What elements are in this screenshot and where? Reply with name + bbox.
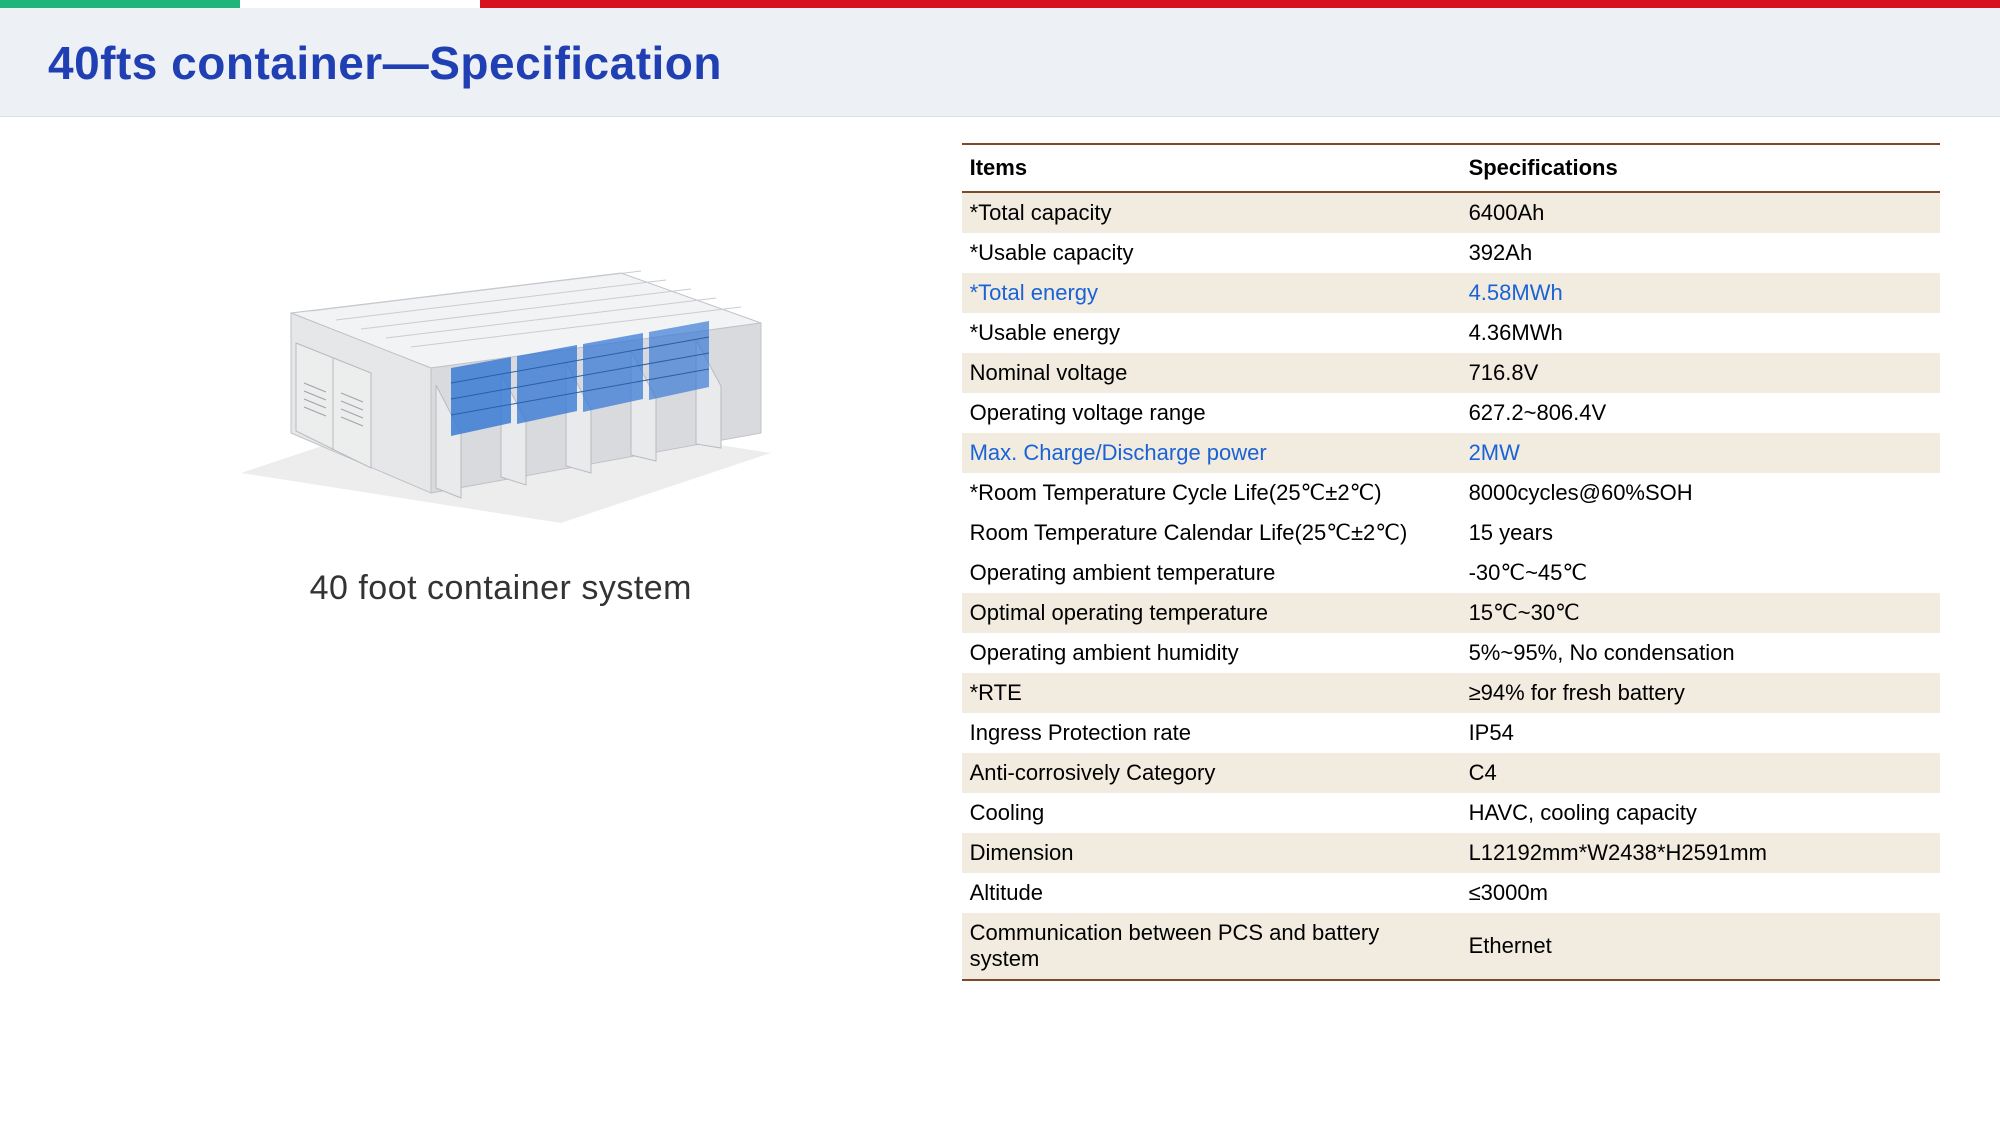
header-band: 40fts container—Specification [0, 8, 2000, 117]
cell-spec: 4.36MWh [1461, 313, 1940, 353]
cell-spec: 15℃~30℃ [1461, 593, 1940, 633]
table-row: *Total energy4.58MWh [962, 273, 1940, 313]
table-row: Nominal voltage716.8V [962, 353, 1940, 393]
table-row: *Room Temperature Cycle Life(25℃±2℃)8000… [962, 473, 1940, 513]
cell-item: Cooling [962, 793, 1461, 833]
table-row: Altitude≤3000m [962, 873, 1940, 913]
cell-spec: Ethernet [1461, 913, 1940, 980]
left-column: 40 foot container system [40, 143, 962, 981]
cell-item: *Room Temperature Cycle Life(25℃±2℃) [962, 473, 1461, 513]
table-header-row: Items Specifications [962, 144, 1940, 192]
cell-spec: 8000cycles@60%SOH [1461, 473, 1940, 513]
cell-spec: L12192mm*W2438*H2591mm [1461, 833, 1940, 873]
col-specs: Specifications [1461, 144, 1940, 192]
cell-item: Operating voltage range [962, 393, 1461, 433]
page-title: 40fts container—Specification [48, 36, 1952, 90]
cell-item: Room Temperature Calendar Life(25℃±2℃) [962, 513, 1461, 553]
stripe-seg-0 [0, 0, 240, 8]
cell-spec: ≤3000m [1461, 873, 1940, 913]
container-svg [201, 233, 801, 533]
cell-spec: 392Ah [1461, 233, 1940, 273]
cell-item: Communication between PCS and battery sy… [962, 913, 1461, 980]
cell-item: Anti-corrosively Category [962, 753, 1461, 793]
stripe-seg-1 [240, 0, 480, 8]
cell-spec: 716.8V [1461, 353, 1940, 393]
cell-item: Ingress Protection rate [962, 713, 1461, 753]
image-caption: 40 foot container system [310, 569, 692, 608]
table-row: Operating ambient temperature-30℃~45℃ [962, 553, 1940, 593]
table-row: DimensionL12192mm*W2438*H2591mm [962, 833, 1940, 873]
table-row: CoolingHAVC, cooling capacity [962, 793, 1940, 833]
table-row: Ingress Protection rateIP54 [962, 713, 1940, 753]
cell-item: Operating ambient temperature [962, 553, 1461, 593]
cell-spec: 5%~95%, No condensation [1461, 633, 1940, 673]
cell-item: Nominal voltage [962, 353, 1461, 393]
cell-spec: 2MW [1461, 433, 1940, 473]
table-row: Communication between PCS and battery sy… [962, 913, 1940, 980]
container-illustration [201, 233, 801, 533]
table-row: Max. Charge/Discharge power2MW [962, 433, 1940, 473]
table-row: *Usable capacity392Ah [962, 233, 1940, 273]
cell-item: *Total energy [962, 273, 1461, 313]
cell-item: Optimal operating temperature [962, 593, 1461, 633]
right-column: Items Specifications *Total capacity6400… [962, 143, 1960, 981]
table-row: *Usable energy4.36MWh [962, 313, 1940, 353]
cell-spec: -30℃~45℃ [1461, 553, 1940, 593]
cell-item: Operating ambient humidity [962, 633, 1461, 673]
table-row: Room Temperature Calendar Life(25℃±2℃)15… [962, 513, 1940, 553]
cell-spec: HAVC, cooling capacity [1461, 793, 1940, 833]
cell-spec: C4 [1461, 753, 1940, 793]
table-row: *RTE≥94% for fresh battery [962, 673, 1940, 713]
table-row: Optimal operating temperature15℃~30℃ [962, 593, 1940, 633]
table-row: Operating voltage range627.2~806.4V [962, 393, 1940, 433]
cell-item: *Total capacity [962, 192, 1461, 233]
cell-spec: 627.2~806.4V [1461, 393, 1940, 433]
spec-table: Items Specifications *Total capacity6400… [962, 143, 1940, 981]
cell-spec: IP54 [1461, 713, 1940, 753]
cell-item: Dimension [962, 833, 1461, 873]
table-row: Operating ambient humidity5%~95%, No con… [962, 633, 1940, 673]
cell-spec: ≥94% for fresh battery [1461, 673, 1940, 713]
content-row: 40 foot container system Items Specifica… [0, 117, 2000, 1021]
cell-item: Max. Charge/Discharge power [962, 433, 1461, 473]
col-items: Items [962, 144, 1461, 192]
cell-spec: 6400Ah [1461, 192, 1940, 233]
cell-item: *Usable capacity [962, 233, 1461, 273]
top-stripe [0, 0, 2000, 8]
table-row: *Total capacity6400Ah [962, 192, 1940, 233]
stripe-seg-2 [480, 0, 2000, 8]
cell-item: Altitude [962, 873, 1461, 913]
cell-item: *Usable energy [962, 313, 1461, 353]
cell-spec: 4.58MWh [1461, 273, 1940, 313]
cell-spec: 15 years [1461, 513, 1940, 553]
cell-item: *RTE [962, 673, 1461, 713]
table-row: Anti-corrosively CategoryC4 [962, 753, 1940, 793]
